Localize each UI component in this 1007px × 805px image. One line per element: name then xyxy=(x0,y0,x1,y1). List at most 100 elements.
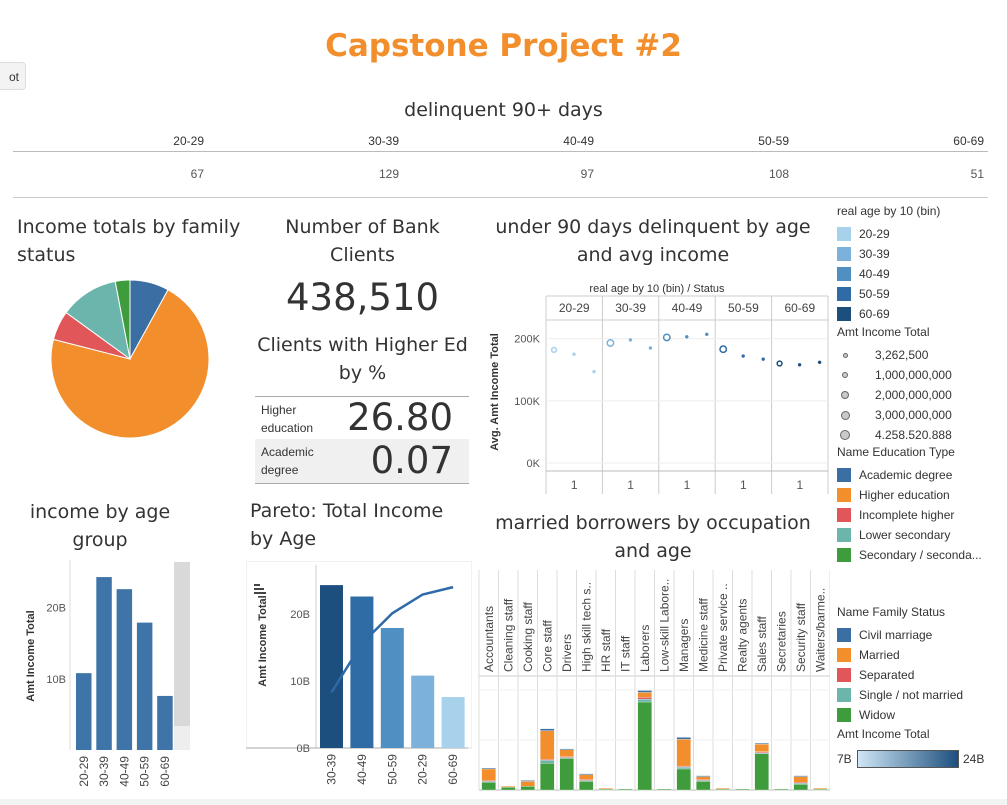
education-legend-swatch xyxy=(837,468,851,482)
education-legend-label: Academic degree xyxy=(859,468,953,482)
age-bar-scrollbar xyxy=(174,562,190,726)
size-legend-item[interactable]: 2,000,000,000 xyxy=(837,385,1002,405)
age-legend-item[interactable]: 60-69 xyxy=(837,304,1002,324)
higher-ed-row-label: Academic degree xyxy=(261,445,314,477)
occupation-bar-segment xyxy=(657,788,672,791)
scatter-chart-title: under 90 days delinquent by age and avg … xyxy=(495,216,811,266)
scatter-point xyxy=(685,335,689,339)
age-bar-x-label: 60-69 xyxy=(158,756,172,787)
age-legend-item[interactable]: 20-29 xyxy=(837,224,1002,244)
occupation-label: High skill tech s.. xyxy=(579,582,593,672)
education-legend-title: Name Education Type xyxy=(837,445,955,459)
occupation-bar-segment xyxy=(481,767,496,770)
age-legend-label: 60-69 xyxy=(859,307,890,321)
occupation-bar-segment xyxy=(637,692,652,698)
family-legend-swatch xyxy=(837,648,851,662)
scatter-point xyxy=(776,360,783,367)
delinquent-header-divider xyxy=(13,151,988,152)
clients-count-value: 438,510 xyxy=(285,276,439,319)
education-legend-item[interactable]: Incomplete higher xyxy=(837,505,1002,525)
pareto-y-tick: 10B xyxy=(290,676,310,688)
gradient-min-label: 7B xyxy=(837,752,852,766)
family-legend-item[interactable]: Single / not married xyxy=(837,685,1002,705)
age-legend-item[interactable]: 40-49 xyxy=(837,264,1002,284)
occupation-bar-segment xyxy=(813,787,828,790)
family-legend-item[interactable]: Separated xyxy=(837,665,1002,685)
age-legend-item[interactable]: 30-39 xyxy=(837,244,1002,264)
size-legend-item[interactable]: 3,000,000,000 xyxy=(837,405,1002,425)
pareto-cumulative-line xyxy=(330,585,454,694)
age-legend-label: 30-39 xyxy=(859,247,890,261)
size-legend-marker xyxy=(837,352,853,358)
age-bar xyxy=(157,695,173,750)
occupation-label: Low-skill Labore.. xyxy=(657,579,671,672)
pareto-x-label: 60-69 xyxy=(446,754,460,785)
size-legend-item[interactable]: 3,262,500 xyxy=(837,345,1002,365)
clients-count-title: Number of Bank Clients xyxy=(285,216,440,266)
age-bar-x-label: 40-49 xyxy=(117,756,131,787)
delinquent-col-header: 50-59 xyxy=(758,134,789,148)
pareto-x-label: 40-49 xyxy=(355,754,369,785)
size-legend-dot xyxy=(842,352,848,358)
scatter-point xyxy=(797,363,802,367)
occupation-bar-segment xyxy=(715,787,730,790)
occupation-bar-segment xyxy=(754,753,769,791)
occupation-label: Security staff xyxy=(794,602,808,672)
family-legend-item[interactable]: Married xyxy=(837,645,1002,665)
scatter-y-tick: 0K xyxy=(527,458,541,470)
size-legend-item[interactable]: 1,000,000,000 xyxy=(837,365,1002,385)
occupation-label: Sales staff xyxy=(755,616,769,672)
size-legend-item[interactable]: 4.258.520.888 xyxy=(837,425,1002,445)
family-legend-swatch xyxy=(837,708,851,722)
scatter-status-label: 1 xyxy=(740,478,747,492)
occupation-bar-segment xyxy=(559,748,574,750)
education-legend-item[interactable]: Lower secondary xyxy=(837,525,1002,545)
occupation-bar-segment xyxy=(520,781,535,787)
delinquent-table-title: delinquent 90+ days xyxy=(404,99,603,121)
education-legend-item[interactable]: Secondary / seconda... xyxy=(837,545,1002,565)
age-bar-y-axis-label: Amt Income Total xyxy=(25,610,37,701)
family-legend-item[interactable]: Civil marriage xyxy=(837,625,1002,645)
size-legend-dot xyxy=(840,430,850,440)
education-legend-item[interactable]: Higher education xyxy=(837,485,1002,505)
age-legend-label: 50-59 xyxy=(859,287,890,301)
delinquent-value: 51 xyxy=(970,167,984,181)
family-legend-swatch xyxy=(837,688,851,702)
age-bar xyxy=(76,673,92,750)
age-bar xyxy=(96,577,112,750)
scatter-point xyxy=(719,345,728,354)
pareto-chart-title: Pareto: Total Income by Age xyxy=(250,500,444,550)
delinquent-value: 129 xyxy=(378,167,399,181)
delinquent-value: 67 xyxy=(190,167,204,181)
age-legend-swatch xyxy=(837,307,851,321)
family-legend-swatch xyxy=(837,668,851,682)
education-legend-item[interactable]: Academic degree xyxy=(837,465,1002,485)
gradient-legend-title: Amt Income Total xyxy=(837,727,930,741)
pie-slice xyxy=(65,280,131,361)
pie-chart xyxy=(50,279,210,439)
tab-stub[interactable]: ot xyxy=(0,62,26,90)
education-legend-label: Secondary / seconda... xyxy=(859,548,982,562)
scatter-status-label: 1 xyxy=(684,478,691,492)
occupation-bar-segment xyxy=(481,768,496,781)
family-legend-label: Civil marriage xyxy=(859,628,933,642)
delinquent-col-header: 20-29 xyxy=(173,134,204,148)
occupation-label: Laborers xyxy=(638,625,652,672)
gradient-bar xyxy=(857,750,959,768)
occupation-bar-segment xyxy=(754,742,769,745)
occupation-bar-segment xyxy=(579,773,594,775)
family-legend-swatch xyxy=(837,628,851,642)
occupation-label: Secretaries xyxy=(774,611,788,672)
occupation-bar-segment xyxy=(696,775,711,777)
occupation-bar-segment xyxy=(618,788,633,791)
occupation-bar-segment xyxy=(579,781,594,791)
pie-slice xyxy=(114,279,131,360)
size-legend-dot xyxy=(841,391,849,399)
occupation-bar-segment xyxy=(540,728,555,731)
age-legend-item[interactable]: 50-59 xyxy=(837,284,1002,304)
higher-ed-row: Academic degree 0.07 xyxy=(255,439,469,483)
size-legend-marker xyxy=(837,391,853,399)
size-legend-label: 3,000,000,000 xyxy=(875,408,952,422)
delinquent-value: 108 xyxy=(768,167,789,181)
family-legend-item[interactable]: Widow xyxy=(837,705,1002,725)
